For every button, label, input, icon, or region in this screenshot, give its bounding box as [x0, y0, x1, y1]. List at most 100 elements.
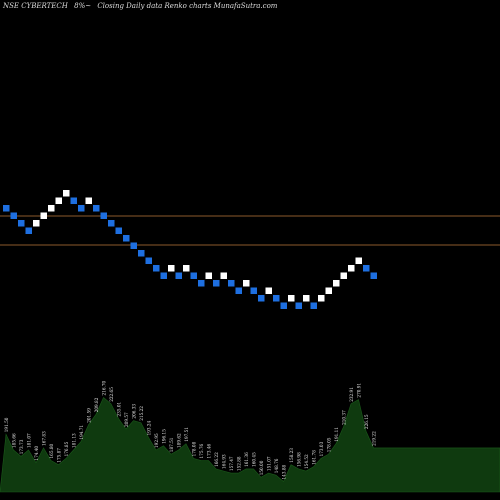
renko-brick	[160, 272, 167, 279]
renko-brick	[228, 280, 235, 287]
renko-brick	[175, 272, 182, 279]
renko-brick	[333, 280, 340, 287]
volume-label: 226.15	[364, 414, 369, 429]
renko-brick	[198, 280, 205, 287]
volume-label: 164.93	[222, 454, 227, 469]
volume-label: 173.73	[19, 439, 24, 454]
volume-label: 216.70	[102, 381, 107, 396]
renko-brick	[340, 272, 347, 279]
volume-label: 176.85	[64, 441, 69, 456]
volume-label: 160.45	[252, 452, 257, 467]
volume-label: 154.52	[304, 454, 309, 469]
volume-label: 157.47	[229, 456, 234, 471]
volume-label: 173.03	[319, 441, 324, 456]
volume-label: 173.46	[207, 444, 212, 459]
volume-label: 210.37	[342, 410, 347, 425]
volume-label: 158.23	[289, 448, 294, 463]
volume-label: 143.88	[282, 465, 287, 480]
volume-series	[0, 397, 500, 493]
renko-brick	[10, 212, 17, 219]
renko-brick	[265, 287, 272, 294]
renko-brick	[370, 272, 377, 279]
volume-label: 270.91	[357, 383, 362, 398]
volume-label: 151.07	[267, 456, 272, 471]
renko-brick	[280, 302, 287, 309]
volume-label: 235.01	[117, 402, 122, 417]
renko-brick	[250, 287, 257, 294]
volume-label: 148.76	[274, 458, 279, 473]
renko-brick	[70, 197, 77, 204]
volume-label: 197.51	[184, 427, 189, 442]
volume-label: 165.80	[49, 444, 54, 459]
renko-brick	[355, 257, 362, 264]
renko-brick	[168, 265, 175, 272]
renko-brick	[153, 265, 160, 272]
chart-title: NSE CYBERTECH 8%~ Closing Daily data Ren…	[3, 2, 281, 10]
renko-brick	[48, 205, 55, 212]
volume-label: 175.76	[199, 444, 204, 459]
renko-brick	[100, 212, 107, 219]
renko-brick	[288, 295, 295, 302]
renko-brick	[243, 280, 250, 287]
reference-lines	[0, 215, 500, 246]
volume-label: 161.36	[244, 452, 249, 467]
renko-brick	[325, 287, 332, 294]
volume-label: 191.50	[4, 417, 9, 432]
renko-brick	[108, 220, 115, 227]
renko-bricks	[3, 190, 377, 309]
renko-brick	[190, 272, 197, 279]
renko-brick	[205, 272, 212, 279]
renko-brick	[123, 235, 130, 242]
volume-label: 181.13	[72, 433, 77, 448]
renko-brick	[78, 205, 85, 212]
volume-label: 189.62	[177, 433, 182, 448]
renko-brick	[295, 302, 302, 309]
renko-brick	[258, 295, 265, 302]
renko-brick	[25, 227, 32, 234]
renko-brick	[220, 272, 227, 279]
volume-label: 166.22	[214, 452, 219, 467]
volume-label: 193.24	[147, 420, 152, 435]
renko-brick	[363, 265, 370, 272]
renko-brick	[273, 295, 280, 302]
renko-brick	[310, 302, 317, 309]
renko-brick	[40, 212, 47, 219]
volume-label: 232.91	[349, 387, 354, 402]
renko-brick	[18, 220, 25, 227]
volume-label: 178.05	[327, 437, 332, 452]
renko-brick	[130, 242, 137, 249]
renko-brick	[63, 190, 70, 197]
volume-label: 178.08	[192, 441, 197, 456]
volume-label: 181.07	[27, 433, 32, 448]
volume-label: 196.15	[162, 429, 167, 444]
renko-brick	[318, 295, 325, 302]
volume-label: 187.51	[169, 437, 174, 452]
renko-brick	[55, 197, 62, 204]
volume-label: 174.40	[34, 446, 39, 461]
volume-label: 175.87	[57, 448, 62, 463]
volume-label: 161.78	[312, 450, 317, 465]
volume-label: 167.83	[42, 431, 47, 446]
volume-label: 152.88	[237, 456, 242, 471]
renko-brick	[93, 205, 100, 212]
volume-label: 201.59	[87, 408, 92, 423]
renko-brick	[235, 287, 242, 294]
change-label: 8%~	[74, 2, 92, 10]
renko-brick	[33, 220, 40, 227]
renko-brick	[85, 197, 92, 204]
volume-label: 150.00	[259, 460, 264, 475]
volume-label: 191.11	[334, 427, 339, 442]
renko-brick	[213, 280, 220, 287]
symbol-label: NSE CYBERTECH	[3, 2, 68, 10]
volume-label: 209.82	[94, 397, 99, 412]
renko-brick	[115, 227, 122, 234]
renko-brick	[145, 257, 152, 264]
renko-brick	[138, 250, 145, 257]
volume-label: 215.22	[139, 406, 144, 421]
volume-area	[0, 397, 500, 493]
volume-label: 209.57	[124, 412, 129, 427]
volume-label: 194.71	[79, 425, 84, 440]
renko-brick	[348, 265, 355, 272]
